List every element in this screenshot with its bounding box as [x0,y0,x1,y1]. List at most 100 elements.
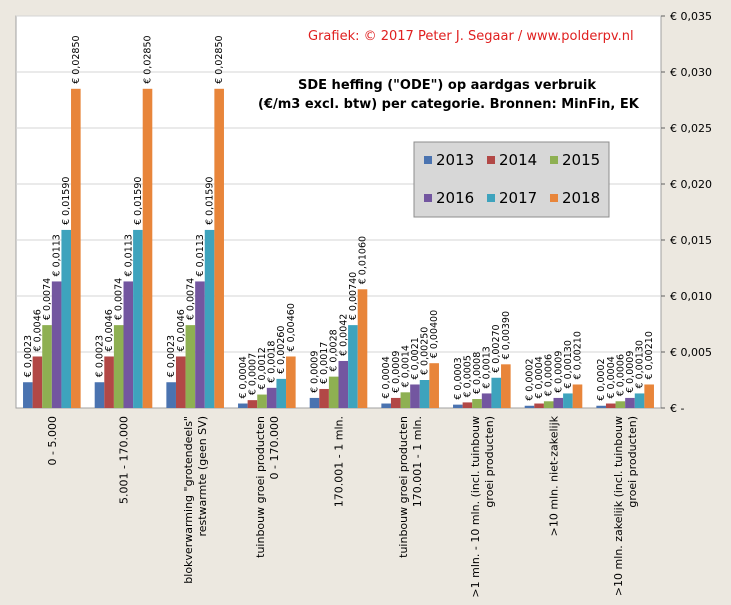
data-label: € 0,00210 [573,331,584,379]
x-category-label: blokverwarming "grotendeels" [182,416,195,584]
bar [572,384,583,408]
x-category-label: 170.001 - 1 mln. [333,416,346,507]
legend-label: 2014 [499,151,537,169]
data-labels: € 0,0023 € 0,0023 € 0,0023 € 0,0004 € 0,0009… [23,35,655,400]
data-label: € 0,0074 [114,278,125,320]
bar [42,325,52,408]
data-label: € 0,0004 [238,356,249,398]
legend-swatch [487,194,495,202]
data-label: € 0,0009 [553,351,564,393]
y-tick-label: € 0,035 [670,10,712,23]
data-label: € 0,00250 [420,327,431,375]
bar [472,399,482,408]
data-label: € 0,01590 [205,177,216,225]
data-label: € 0,0017 [319,342,330,384]
data-label: € 0,0023 [166,335,177,377]
bar [625,397,635,408]
data-label: € 0,0113 [52,234,63,276]
bar [238,403,248,408]
bar [615,401,626,408]
data-label: € 0,01590 [61,177,72,225]
data-label: € 0,0006 [615,354,626,396]
data-label: € 0,0012 [257,347,268,389]
data-label: € 0,0007 [247,353,258,395]
bar [113,325,124,408]
data-label: € 0,0023 [23,335,34,377]
legend-label: 2017 [499,189,537,207]
chart-title-line-1: SDE heffing ("ODE") op aardgas verbruik [298,78,596,93]
bar [390,397,401,408]
x-category-label: groei producten) [483,416,496,508]
bar [644,384,654,408]
bar [195,281,205,408]
data-label: € 0,01060 [358,236,369,284]
data-label: € 0,0074 [42,278,53,320]
bar [214,88,224,409]
bar [94,382,105,408]
y-tick-label: € 0,010 [670,290,712,303]
legend-box [413,141,610,218]
x-category-label: restwarmte (geen SV) [196,416,209,537]
data-label: € 0,0046 [176,309,187,351]
bar [61,229,72,408]
data-label: € 0,0046 [32,309,43,351]
data-label: € 0,00260 [276,326,287,374]
bar [543,401,554,408]
x-category-label: >1 mln. - 10 mln. (incl. tuinbouw [469,416,482,598]
bar [32,356,43,408]
bar [276,378,287,408]
bar [204,229,215,408]
data-label: € 0,0113 [195,234,206,276]
data-label: € 0,0009 [391,351,402,393]
bar [491,377,502,408]
bar [104,356,114,408]
x-category-label: 5.001 - 170.000 [118,416,131,504]
data-label: € 0,0013 [482,346,493,388]
data-label: € 0,0023 [95,335,106,377]
y-tick-label: € 0,020 [670,178,712,191]
data-label: € 0,0028 [329,329,340,371]
bar [453,404,463,408]
legend: 2013 2014 2015 2016 2017 2018 [413,141,610,218]
bar [319,388,329,408]
bar [142,88,153,409]
x-category-label: groei producten) [626,416,639,508]
data-label: € 0,00130 [563,340,574,388]
data-label: € 0,01590 [133,177,144,225]
bar [605,403,616,408]
data-label: € 0,0004 [534,356,545,398]
bar [419,380,430,408]
data-label: € 0,0002 [525,358,536,400]
y-tick-label: € - [670,402,684,415]
bar [481,393,492,408]
legend-swatch [550,156,558,164]
legend-label: 2013 [436,151,474,169]
x-axis-labels: 0 - 5.000 5.001 - 170.000 blokverwarming "… [46,415,639,597]
x-category-label: tuinbouw groei producten [397,416,410,558]
data-label: € 0,02850 [214,35,225,83]
bar [23,382,33,408]
x-category-label: >10 mln. niet-zakelijk [548,415,561,536]
x-category-label: 0 - 170.000 [268,416,281,479]
data-label: € 0,0014 [400,345,411,387]
bar [257,394,267,408]
bar [400,392,411,408]
data-label: € 0,0009 [625,351,636,393]
bar [71,88,81,409]
data-label: € 0,0004 [606,356,617,398]
bar [247,400,258,408]
bar [501,364,511,408]
bar [338,360,349,408]
data-label: € 0,0021 [410,337,421,379]
y-tick-label: € 0,015 [670,234,712,247]
data-label: € 0,0046 [104,309,115,351]
legend-items: 2013 2014 2015 2016 2017 2018 [424,151,600,207]
bar [524,405,535,408]
data-label: € 0,0005 [462,355,473,397]
bar [123,281,134,408]
data-label: € 0,00130 [635,340,646,388]
legend-label: 2018 [562,189,600,207]
data-label: € 0,0074 [185,278,196,320]
